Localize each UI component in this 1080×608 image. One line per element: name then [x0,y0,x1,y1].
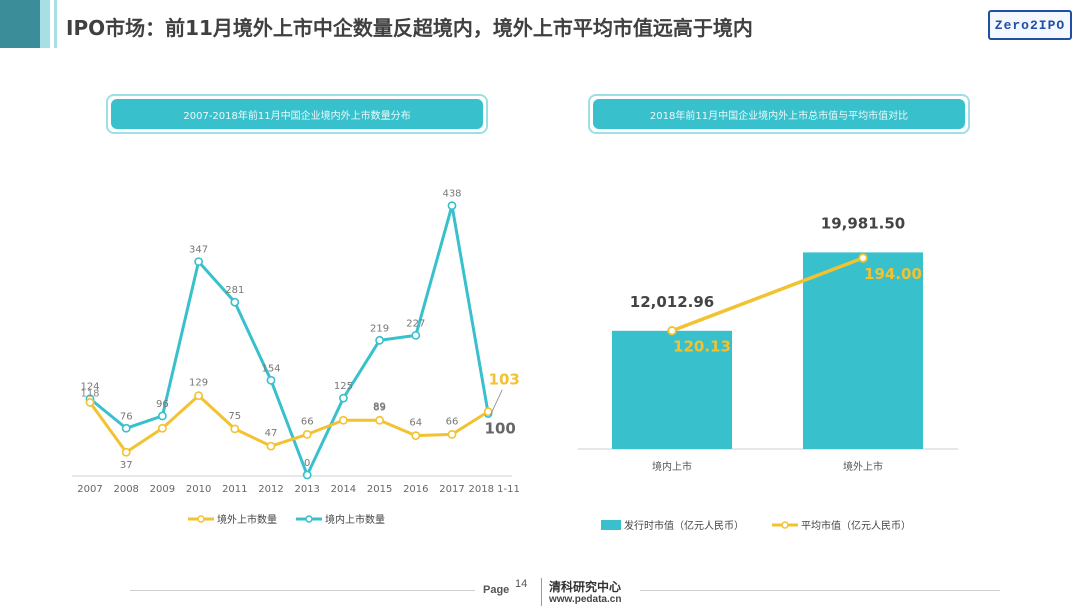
overseas-point [338,415,348,425]
avg-value-label: 120.13 [673,338,731,356]
overseas-value-label: 129 [189,378,208,389]
overseas-point [447,430,457,439]
legend-swatch-market-cap [601,520,621,530]
overseas-value-label: 75 [228,411,241,422]
overseas-label-2007-overlap: 118 [80,389,99,400]
footer-org: 清科研究中心 [549,580,622,594]
overseas-point [121,447,131,457]
domestic-value-label: 76 [120,411,133,422]
domestic-value-label: 219 [370,323,389,334]
footer-page-number: 14 [515,578,528,590]
domestic-value-label: 0 [304,458,310,469]
overseas-value-label: 64 [409,418,422,429]
x-tick-label: 2018 1-11 [469,484,520,495]
header-strip-dark [0,0,40,48]
x-tick-label: 2010 [186,484,211,495]
x-tick-label: 2013 [294,484,319,495]
domestic-point [266,375,276,385]
x-tick-label: 2009 [150,484,175,495]
domestic-point [157,411,167,421]
footer-url: www.pedata.cn [549,594,622,605]
domestic-point [121,423,131,433]
overseas-point [411,431,421,441]
overseas-point [266,441,276,451]
series-line-overseas [88,394,489,454]
legend-label-avg: 平均市值（亿元人民币） [801,519,911,532]
footer-page-label: Page [483,584,510,596]
domestic-value-label: 227 [406,318,425,329]
footer-rule-right [640,590,1000,591]
overseas-value-label: 66 [446,416,459,427]
x-tick-label: 2011 [222,484,247,495]
domestic-point [375,335,384,345]
overseas-value-label: 37 [120,460,133,471]
overseas-value-label: 47 [265,428,278,439]
footer-rule-left [130,590,475,591]
left-chart-banner: 2007-2018年前11月中国企业境内外上市数量分布 [106,94,488,134]
bar-category-label: 境内上市 [652,460,692,473]
domestic-point [411,330,421,340]
legend-label-market-cap: 发行时市值（亿元人民币） [624,519,744,532]
legend-marker-overseas [197,515,205,523]
overseas-point [230,424,240,434]
footer-divider [541,578,542,606]
overseas-point [194,391,203,401]
header-strip-thin [54,0,57,48]
avg-value-point [858,253,868,263]
domestic-value-label: 347 [189,245,208,256]
overseas-point [302,430,312,439]
legend-label-domestic: 境内上市数量 [325,513,385,526]
x-tick-label: 2016 [403,484,428,495]
right-chart-title: 2018年前11月中国企业境内外上市总市值与平均市值对比 [593,99,965,129]
domestic-value-label: 124 [80,382,99,393]
market-cap-bar [612,330,732,449]
domestic-point [447,201,457,211]
overseas-label-2018: 103 [489,371,520,389]
series-line-domestic [89,204,490,477]
domestic-point [338,393,348,403]
page-title: IPO市场：前11月境外上市中企数量反超境内，境外上市平均市值远高于境内 [66,16,753,40]
domestic-point [194,257,203,266]
domestic-label-2018: 100 [485,420,516,438]
avg-value-point [667,326,677,336]
domestic-value-label: 438 [442,189,461,200]
overseas-point [157,423,167,433]
right-chart-banner: 2018年前11月中国企业境内外上市总市值与平均市值对比 [588,94,970,134]
x-tick-label: 2015 [367,484,392,495]
overseas-point [375,415,384,425]
domestic-value-label: 96 [156,399,169,410]
header-strip-light [40,0,50,48]
overseas-2018-leader-line [489,389,503,416]
domestic-value-label: 281 [225,285,244,296]
x-tick-label: 2007 [77,484,102,495]
legend-marker-domestic [305,515,313,523]
bar-value-label: 12,012.96 [630,293,714,311]
domestic-value-label: 125 [334,381,353,392]
legend-marker-avg [781,521,789,529]
domestic-point [302,470,312,480]
domestic-point [230,297,240,307]
brand-logo: Zero2IPO [988,10,1072,40]
overseas-value-label: 89 [373,402,386,413]
overseas-label-2014-overlap: 89 [373,401,386,412]
avg-value-label: 194.00 [864,265,922,283]
market-cap-bar [803,252,923,449]
bar-value-label: 19,981.50 [821,214,905,232]
left-chart-title: 2007-2018年前11月中国企业境内外上市数量分布 [111,99,483,129]
domestic-value-label: 154 [261,363,280,374]
avg-value-line [671,256,864,333]
overseas-value-label: 66 [301,416,314,427]
x-tick-label: 2014 [331,484,356,495]
x-tick-label: 2008 [113,484,138,495]
bar-category-label: 境外上市 [843,460,883,473]
overseas-point [85,398,95,407]
x-tick-label: 2012 [258,484,283,495]
legend-label-overseas: 境外上市数量 [217,513,277,526]
x-tick-label: 2017 [439,484,464,495]
